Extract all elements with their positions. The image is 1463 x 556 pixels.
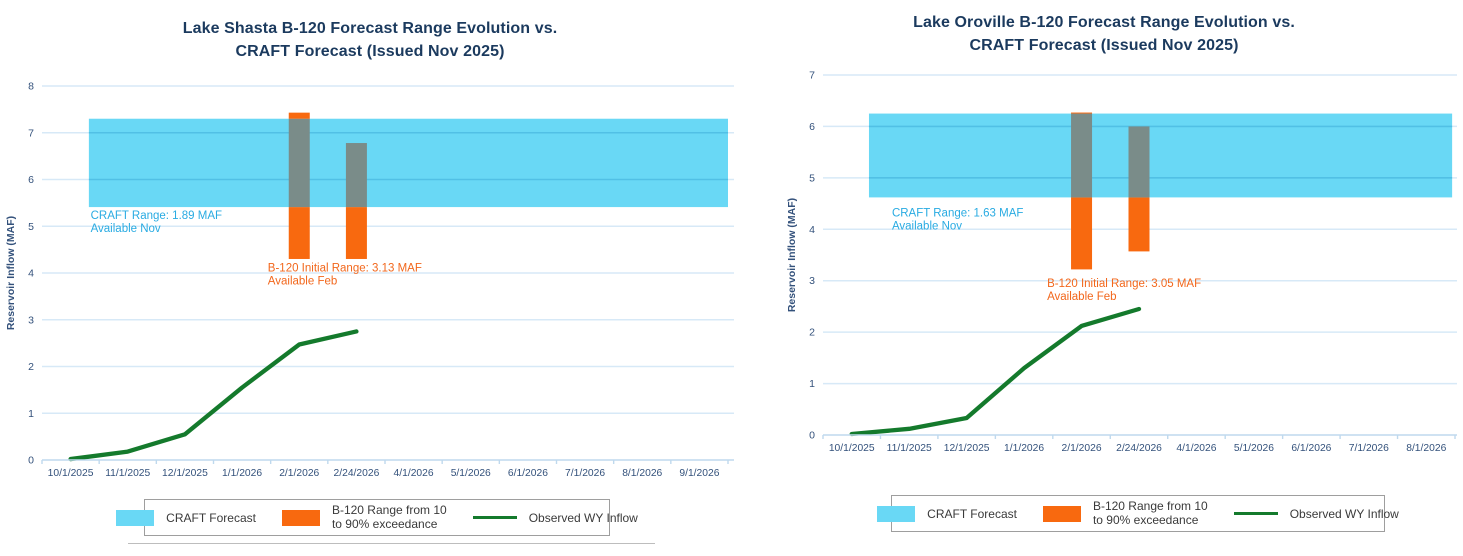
svg-text:1: 1: [28, 408, 34, 420]
legend-item-observed: Observed WY Inflow: [1233, 506, 1399, 521]
craft-forecast-swatch-icon: [116, 509, 155, 526]
svg-text:5/1/2026: 5/1/2026: [1234, 443, 1274, 454]
svg-text:10/1/2025: 10/1/2025: [48, 468, 94, 479]
oroville-chart-plot: 0 1 2 3 4 5 6 7 10/1/2025 11/1/2025 12/1/2025 1/1/2…: [786, 70, 1457, 454]
svg-text:4: 4: [28, 268, 34, 280]
craft-forecast-label: CRAFT Forecast: [927, 506, 1017, 521]
svg-text:8/1/2026: 8/1/2026: [1406, 443, 1446, 454]
svg-text:2/24/2026: 2/24/2026: [334, 468, 380, 479]
svg-text:B-120 Initial Range: 3.13 MAF: B-120 Initial Range: 3.13 MAF: [268, 263, 422, 275]
svg-text:7/1/2026: 7/1/2026: [1349, 443, 1389, 454]
svg-text:9/1/2026: 9/1/2026: [679, 468, 719, 479]
legend-item-craft: CRAFT Forecast: [116, 509, 256, 526]
oroville-chart-title: Lake Oroville B-120 Forecast Range Evolu…: [745, 0, 1463, 57]
shasta-legend: CRAFT Forecast B-120 Range from 10 to 90…: [116, 499, 638, 536]
svg-text:2/1/2026: 2/1/2026: [279, 468, 319, 479]
svg-text:12/1/2025: 12/1/2025: [944, 443, 990, 454]
svg-text:7/1/2026: 7/1/2026: [565, 468, 605, 479]
b120-range-label: B-120 Range from 10 to 90% exceedance: [1092, 499, 1208, 527]
svg-text:11/1/2025: 11/1/2025: [105, 468, 150, 479]
legend-item-b120: B-120 Range from 10 to 90% exceedance: [1042, 499, 1208, 527]
legend-item-observed: Observed WY Inflow: [472, 510, 638, 525]
svg-text:Available Nov: Available Nov: [892, 220, 962, 232]
svg-text:0: 0: [809, 430, 815, 442]
svg-text:7: 7: [28, 127, 34, 139]
svg-text:5: 5: [809, 172, 815, 184]
b120-range-swatch-icon: [1042, 505, 1081, 522]
svg-text:6/1/2026: 6/1/2026: [508, 468, 548, 479]
observed-inflow-label: Observed WY Inflow: [528, 510, 638, 525]
oroville-title-line2: CRAFT Forecast (Issued Nov 2025): [969, 36, 1239, 54]
b120-range-swatch-icon: [281, 509, 320, 526]
svg-text:2: 2: [28, 361, 34, 373]
svg-text:B-120 Initial Range: 3.05 MAF: B-120 Initial Range: 3.05 MAF: [1047, 278, 1201, 290]
svg-text:8: 8: [28, 81, 34, 93]
svg-text:Available Feb: Available Feb: [1047, 291, 1116, 303]
shasta-chart-plot: 0 1 2 3 4 5 6 7 8 10/1/2025 11/1/2025 12/1/2025 1/1/…: [5, 81, 734, 479]
svg-text:2: 2: [809, 327, 815, 339]
svg-text:CRAFT Range: 1.63 MAF: CRAFT Range: 1.63 MAF: [892, 207, 1023, 219]
svg-text:6: 6: [28, 174, 34, 186]
svg-text:Reservoir Inflow (MAF): Reservoir Inflow (MAF): [5, 216, 17, 330]
legend-outer-border: [128, 543, 655, 544]
oroville-chart-panel: Lake Oroville B-120 Forecast Range Evolu…: [745, 0, 1463, 556]
svg-text:1/1/2026: 1/1/2026: [1004, 443, 1044, 454]
svg-text:3: 3: [28, 314, 34, 326]
oroville-title-line1: Lake Oroville B-120 Forecast Range Evolu…: [913, 14, 1295, 31]
svg-text:2/1/2026: 2/1/2026: [1061, 443, 1101, 454]
svg-text:1/1/2026: 1/1/2026: [222, 468, 262, 479]
legend-item-craft: CRAFT Forecast: [877, 505, 1017, 522]
svg-text:Available Feb: Available Feb: [268, 276, 337, 288]
b120-range-label: B-120 Range from 10 to 90% exceedance: [331, 503, 447, 531]
svg-text:8/1/2026: 8/1/2026: [622, 468, 662, 479]
svg-text:0: 0: [28, 455, 34, 467]
svg-text:11/1/2025: 11/1/2025: [887, 443, 932, 454]
observed-inflow-line-icon: [1233, 512, 1278, 515]
legend-item-b120: B-120 Range from 10 to 90% exceedance: [281, 503, 447, 531]
svg-text:7: 7: [809, 70, 815, 82]
shasta-title-line2: CRAFT Forecast (Issued Nov 2025): [235, 42, 505, 60]
svg-text:4/1/2026: 4/1/2026: [1176, 443, 1216, 454]
craft-forecast-label: CRAFT Forecast: [166, 510, 256, 525]
svg-text:CRAFT Range: 1.89 MAF: CRAFT Range: 1.89 MAF: [91, 210, 222, 222]
svg-text:10/1/2025: 10/1/2025: [829, 443, 875, 454]
svg-text:1: 1: [809, 378, 815, 390]
svg-text:6: 6: [809, 121, 815, 133]
observed-inflow-line-icon: [472, 516, 517, 519]
svg-text:Reservoir Inflow (MAF): Reservoir Inflow (MAF): [786, 198, 798, 312]
shasta-chart-panel: Lake Shasta B-120 Forecast Range Evoluti…: [0, 0, 740, 544]
svg-text:5/1/2026: 5/1/2026: [451, 468, 491, 479]
svg-text:5: 5: [28, 221, 34, 233]
svg-text:Available Nov: Available Nov: [91, 223, 161, 235]
observed-inflow-label: Observed WY Inflow: [1289, 506, 1399, 521]
shasta-title-line1: Lake Shasta B-120 Forecast Range Evoluti…: [182, 20, 558, 37]
shasta-chart-title: Lake Shasta B-120 Forecast Range Evoluti…: [0, 0, 740, 63]
svg-text:4: 4: [809, 224, 815, 236]
svg-text:2/24/2026: 2/24/2026: [1116, 443, 1162, 454]
svg-text:12/1/2025: 12/1/2025: [162, 468, 208, 479]
oroville-legend: CRAFT Forecast B-120 Range from 10 to 90…: [877, 495, 1399, 532]
svg-text:6/1/2026: 6/1/2026: [1291, 443, 1331, 454]
craft-forecast-swatch-icon: [877, 505, 916, 522]
svg-text:3: 3: [809, 275, 815, 287]
svg-text:4/1/2026: 4/1/2026: [394, 468, 434, 479]
